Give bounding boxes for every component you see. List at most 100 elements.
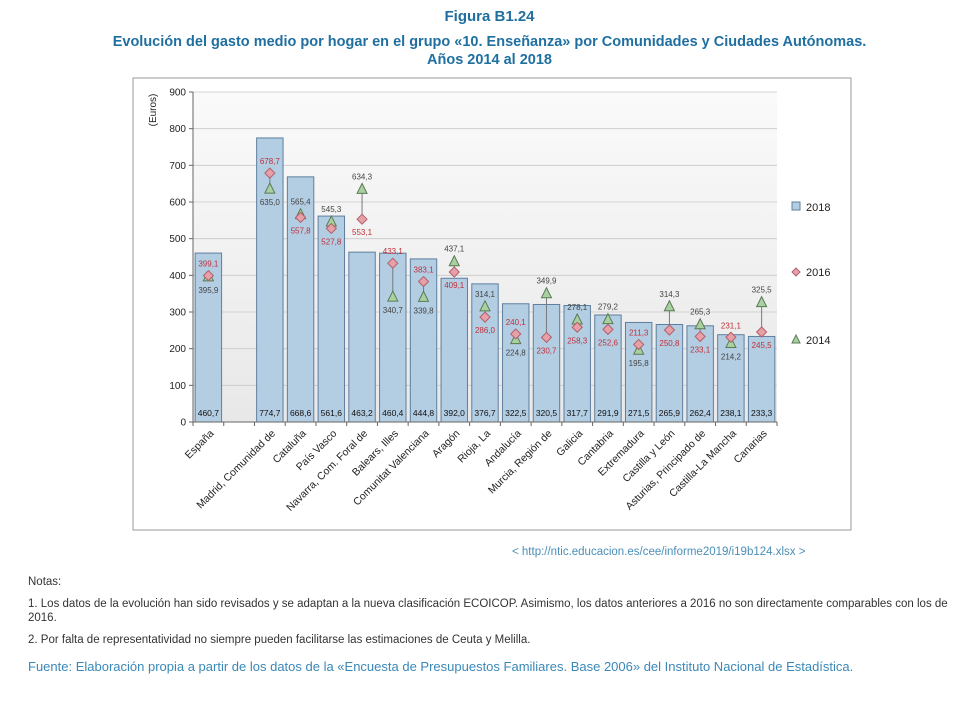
marker-2014 — [448, 254, 461, 267]
marker-2016 — [294, 211, 307, 224]
bar-value-label: 376,7 — [474, 408, 496, 418]
bar-value-label: 291,9 — [597, 408, 619, 418]
label-2014: 325,5 — [752, 286, 773, 295]
label-2016: 399,1 — [198, 260, 219, 269]
bar — [655, 324, 684, 423]
label-2016: 211,3 — [629, 329, 649, 338]
bar-value-label: 561,6 — [321, 408, 343, 418]
label-2014: 224,8 — [506, 349, 527, 358]
label-2016: 527,8 — [321, 237, 342, 246]
label-2016: 250,8 — [659, 339, 680, 348]
note-2: 2. Por falta de representatividad no sie… — [28, 634, 531, 646]
bar — [194, 252, 223, 423]
marker-2016 — [602, 323, 614, 336]
marker-2016 — [725, 331, 737, 343]
label-2014: 634,3 — [352, 172, 373, 181]
label-2014: 340,7 — [383, 306, 404, 315]
legend-label-2016: 2016 — [806, 267, 830, 279]
bar-value-label: 265,9 — [659, 408, 681, 418]
label-2014: 349,9 — [536, 277, 557, 286]
bar-value-label: 271,5 — [628, 408, 650, 418]
figure-title-line2: Años 2014 al 2018 — [427, 52, 552, 68]
figure-label: Figura B1.24 — [444, 8, 535, 25]
source-link[interactable]: < http://ntic.educacion.es/cee/informe20… — [512, 546, 806, 558]
bar-value-label: 233,3 — [751, 408, 773, 418]
label-2016: 678,7 — [260, 157, 281, 166]
marker-2014 — [417, 290, 430, 302]
marker-2016 — [417, 275, 430, 288]
marker-2016 — [387, 257, 399, 269]
marker-2016 — [448, 266, 460, 278]
bar-value-label: 463,2 — [351, 408, 373, 418]
y-tick-label: 800 — [169, 124, 186, 135]
label-2014: 635,0 — [260, 198, 281, 207]
label-2014: 545,3 — [321, 205, 342, 214]
marker-2014 — [386, 289, 399, 302]
label-2016: 240,1 — [506, 318, 527, 327]
y-tick-label: 600 — [169, 198, 186, 209]
label-2014: 339,8 — [414, 306, 435, 315]
note-1: 1. Los datos de la evolución han sido re… — [28, 598, 948, 624]
label-2016: 409,1 — [444, 281, 465, 290]
label-2014: 279,2 — [598, 303, 619, 312]
marker-layer: 395,9 399,1 635,0 678,7 565,4 557,8 545,3 527,8… — [198, 157, 772, 368]
label-2014: 314,3 — [659, 290, 680, 299]
bar — [717, 334, 745, 423]
label-2014: 314,1 — [475, 290, 496, 299]
bar-value-label: 460,7 — [198, 408, 220, 418]
y-tick-label: 900 — [169, 88, 186, 99]
label-2016: 233,1 — [690, 346, 711, 355]
label-2014: 565,4 — [291, 198, 312, 207]
marker-2016 — [264, 167, 276, 179]
marker-2016 — [479, 311, 491, 323]
label-2016: 258,3 — [567, 336, 588, 345]
label-2016: 557,8 — [291, 226, 312, 235]
marker-2014 — [602, 312, 614, 325]
marker-2014 — [694, 317, 706, 330]
figure-title: Evolución del gasto medio por hogar en e… — [0, 33, 979, 69]
notes-block: Notas: 1. Los datos de la evolución han … — [28, 575, 953, 655]
figure-title-line1: Evolución del gasto medio por hogar en e… — [112, 34, 867, 50]
marker-2016 — [632, 338, 645, 351]
marker-2016 — [202, 269, 215, 282]
bar-value-label: 668,6 — [290, 408, 312, 418]
legend-label-2014: 2014 — [806, 335, 830, 347]
marker-2014 — [479, 299, 491, 312]
y-tick-label: 200 — [169, 344, 186, 355]
label-2014: 214,2 — [721, 352, 742, 361]
label-2016: 553,1 — [352, 228, 373, 237]
legend-label-2018: 2018 — [806, 202, 830, 214]
label-2014: 195,8 — [629, 359, 650, 368]
bar-value-label: 262,4 — [690, 408, 712, 418]
marker-2016 — [755, 326, 768, 338]
legend-swatch-2016 — [791, 267, 801, 277]
marker-2016 — [694, 330, 706, 343]
label-2014: 278,1 — [567, 303, 588, 312]
marker-2016 — [356, 213, 368, 225]
notes-heading: Notas: — [28, 576, 62, 588]
marker-2014 — [356, 182, 368, 194]
bar — [440, 277, 468, 423]
label-2016: 245,5 — [752, 341, 773, 350]
legend-swatch-2018 — [791, 201, 801, 211]
y-axis-label: (Euros) — [148, 94, 159, 127]
marker-2014 — [540, 286, 553, 299]
marker-2016 — [571, 321, 583, 333]
legend: 2018 2016 2014 — [791, 201, 830, 347]
bar-value-label: 322,5 — [505, 408, 527, 418]
bar — [317, 215, 346, 423]
bar-value-label: 238,1 — [720, 408, 742, 418]
bar-value-label: 460,4 — [382, 408, 404, 418]
label-2016: 230,7 — [536, 346, 557, 355]
label-2014: 395,9 — [198, 286, 219, 295]
bar-value-label: 444,8 — [413, 408, 435, 418]
label-2016: 252,6 — [598, 338, 619, 347]
chart: 460,7 774,7 668,6 561,6 463,2 460,4 444,8 392,0… — [132, 77, 852, 531]
label-2014: 437,1 — [444, 245, 465, 254]
y-tick-label: 400 — [169, 271, 186, 282]
marker-2014 — [663, 299, 676, 312]
label-2016: 383,1 — [414, 266, 435, 275]
marker-2014 — [755, 295, 768, 308]
bar — [348, 251, 376, 423]
bar-value-label: 774,7 — [259, 408, 281, 418]
